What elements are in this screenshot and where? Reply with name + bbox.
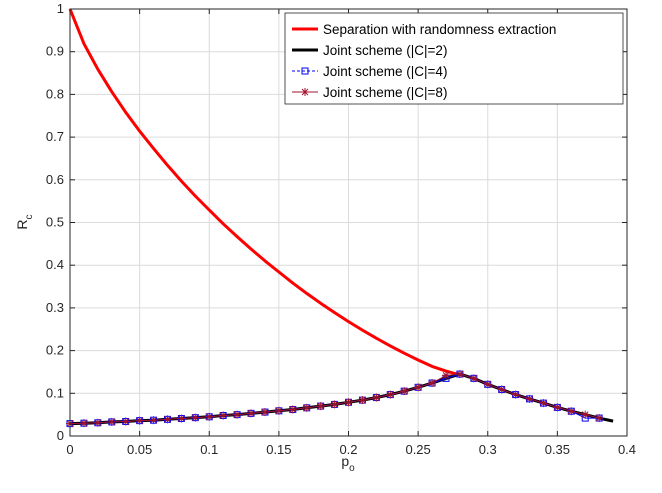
y-axis: 0 0.1 0.2 0.3 0.4 0.5 0.6 0.7 0.8 0.9 1 — [46, 1, 627, 443]
data-point-asterisk — [247, 409, 256, 418]
data-point-asterisk — [455, 370, 464, 379]
y-tick-label: 0.3 — [46, 300, 64, 315]
x-axis-label: po — [341, 453, 355, 474]
data-point-asterisk — [219, 411, 228, 420]
data-point-asterisk — [358, 396, 367, 405]
data-point-asterisk — [149, 416, 158, 425]
legend: Separation with randomness extraction Jo… — [284, 12, 624, 105]
data-point-asterisk — [386, 390, 395, 399]
data-point-asterisk — [330, 400, 339, 409]
y-tick-label: 0.6 — [46, 172, 64, 187]
x-tick-label: 0.35 — [545, 442, 570, 457]
data-point-asterisk — [191, 413, 200, 422]
x-axis-label-main: p — [341, 453, 349, 469]
y-tick-label: 0.1 — [46, 385, 64, 400]
x-axis-label-sub: o — [349, 463, 355, 474]
data-point-asterisk — [177, 414, 186, 423]
x-tick-label: 0 — [66, 442, 73, 457]
data-point-asterisk — [372, 393, 381, 402]
y-tick-label: 0.9 — [46, 44, 64, 59]
data-point-asterisk — [344, 398, 353, 407]
data-point-asterisk — [316, 402, 325, 411]
data-point-asterisk — [567, 407, 576, 416]
x-tick-label: 0.1 — [200, 442, 218, 457]
y-tick-label: 0.2 — [46, 343, 64, 358]
legend-label-joint-c4: Joint scheme (|C|=4) — [323, 64, 447, 79]
x-axis: 0 0.05 0.1 0.15 0.2 0.25 0.3 0.35 0.4 — [66, 9, 636, 457]
data-point-asterisk — [260, 408, 269, 417]
data-point-asterisk — [469, 374, 478, 383]
data-point-asterisk — [400, 387, 409, 396]
data-point-asterisk — [135, 416, 144, 425]
data-point-asterisk — [205, 412, 214, 421]
data-point-asterisk — [233, 410, 242, 419]
legend-label-separation: Separation with randomness extraction — [323, 22, 556, 37]
data-point-asterisk — [121, 417, 130, 426]
legend-label-joint-c2: Joint scheme (|C|=2) — [323, 43, 447, 58]
x-tick-label: 0.05 — [127, 442, 152, 457]
legend-marker-square — [301, 67, 309, 75]
data-point-asterisk — [525, 394, 534, 403]
y-tick-label: 0.8 — [46, 86, 64, 101]
data-point-asterisk — [553, 403, 562, 412]
legend-label-joint-c8: Joint scheme (|C|=8) — [323, 85, 447, 100]
y-tick-label: 1 — [57, 1, 64, 16]
y-tick-label: 0 — [57, 428, 64, 443]
data-point-asterisk — [483, 380, 492, 389]
data-point-asterisk — [274, 406, 283, 415]
x-tick-label: 0.3 — [479, 442, 497, 457]
data-point-asterisk — [302, 403, 311, 412]
data-point-asterisk — [497, 385, 506, 394]
x-tick-label: 0.4 — [618, 442, 636, 457]
y-axis-label-sub: c — [24, 214, 35, 219]
x-tick-label: 0.2 — [339, 442, 357, 457]
x-tick-label: 0.15 — [266, 442, 291, 457]
data-point-asterisk — [93, 418, 102, 427]
data-point-asterisk — [539, 399, 548, 408]
legend-marker-asterisk — [301, 88, 309, 96]
data-point-asterisk — [428, 379, 437, 388]
series-layer — [66, 8, 614, 428]
x-tick-label: 0.25 — [405, 442, 430, 457]
data-point-asterisk — [581, 410, 590, 419]
legend-box — [284, 12, 624, 105]
data-point-asterisk — [441, 371, 450, 380]
data-point-asterisk — [414, 383, 423, 392]
y-tick-label: 0.5 — [46, 215, 64, 230]
data-point-asterisk — [288, 405, 297, 414]
data-point-asterisk — [79, 419, 88, 428]
y-tick-label: 0.4 — [46, 257, 64, 272]
series-line-1 — [68, 8, 461, 377]
y-axis-label-main: R — [14, 219, 30, 229]
data-point-asterisk — [107, 417, 116, 426]
data-point-asterisk — [511, 390, 520, 399]
y-axis-label: Rc — [14, 214, 35, 229]
data-point-asterisk — [595, 414, 604, 423]
y-tick-label: 0.7 — [46, 129, 64, 144]
data-point-asterisk — [163, 415, 172, 424]
